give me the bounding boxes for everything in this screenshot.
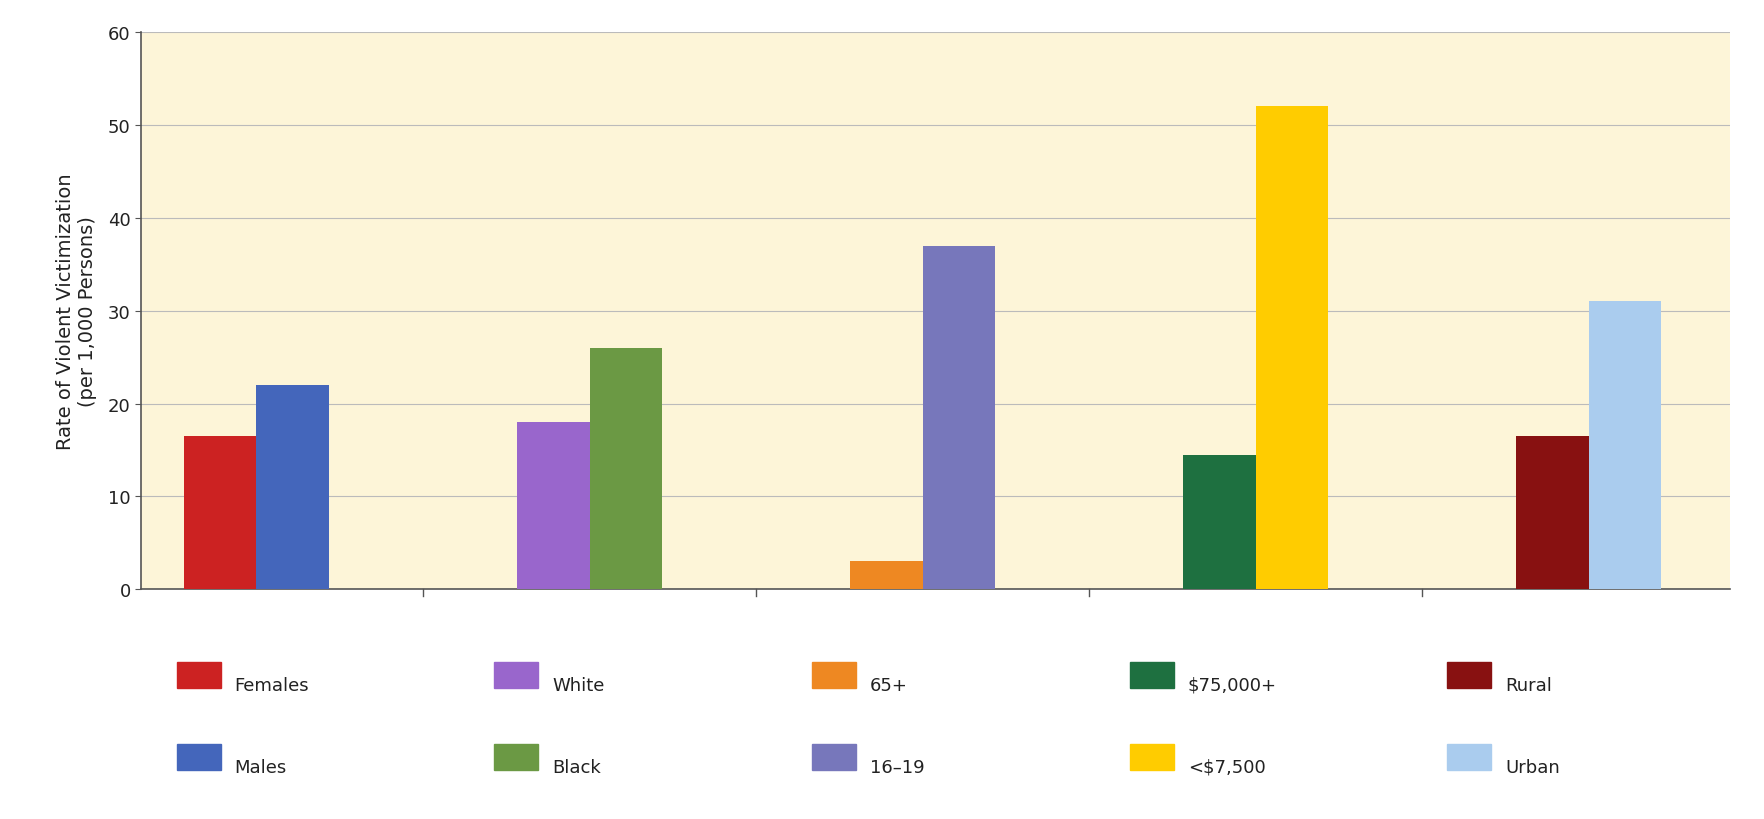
Text: Black: Black <box>552 758 602 776</box>
Bar <box>589 348 662 590</box>
Text: $75,000+: $75,000+ <box>1187 676 1275 694</box>
Text: Urban: Urban <box>1505 758 1559 776</box>
Bar <box>256 386 328 590</box>
Text: Rural: Rural <box>1505 676 1552 694</box>
Bar <box>850 561 923 590</box>
Bar <box>1515 437 1588 590</box>
Text: White: White <box>552 676 605 694</box>
Bar <box>517 423 589 590</box>
Text: 65+: 65+ <box>870 676 907 694</box>
Bar <box>183 437 256 590</box>
Bar <box>1182 455 1254 590</box>
Bar <box>923 247 995 590</box>
Y-axis label: Rate of Violent Victimization
(per 1,000 Persons): Rate of Violent Victimization (per 1,000… <box>56 173 97 450</box>
Text: <$7,500: <$7,500 <box>1187 758 1265 776</box>
Bar <box>1254 107 1328 590</box>
Text: Males: Males <box>235 758 288 776</box>
Bar <box>1588 302 1660 590</box>
Text: 16–19: 16–19 <box>870 758 924 776</box>
Text: Females: Females <box>235 676 309 694</box>
